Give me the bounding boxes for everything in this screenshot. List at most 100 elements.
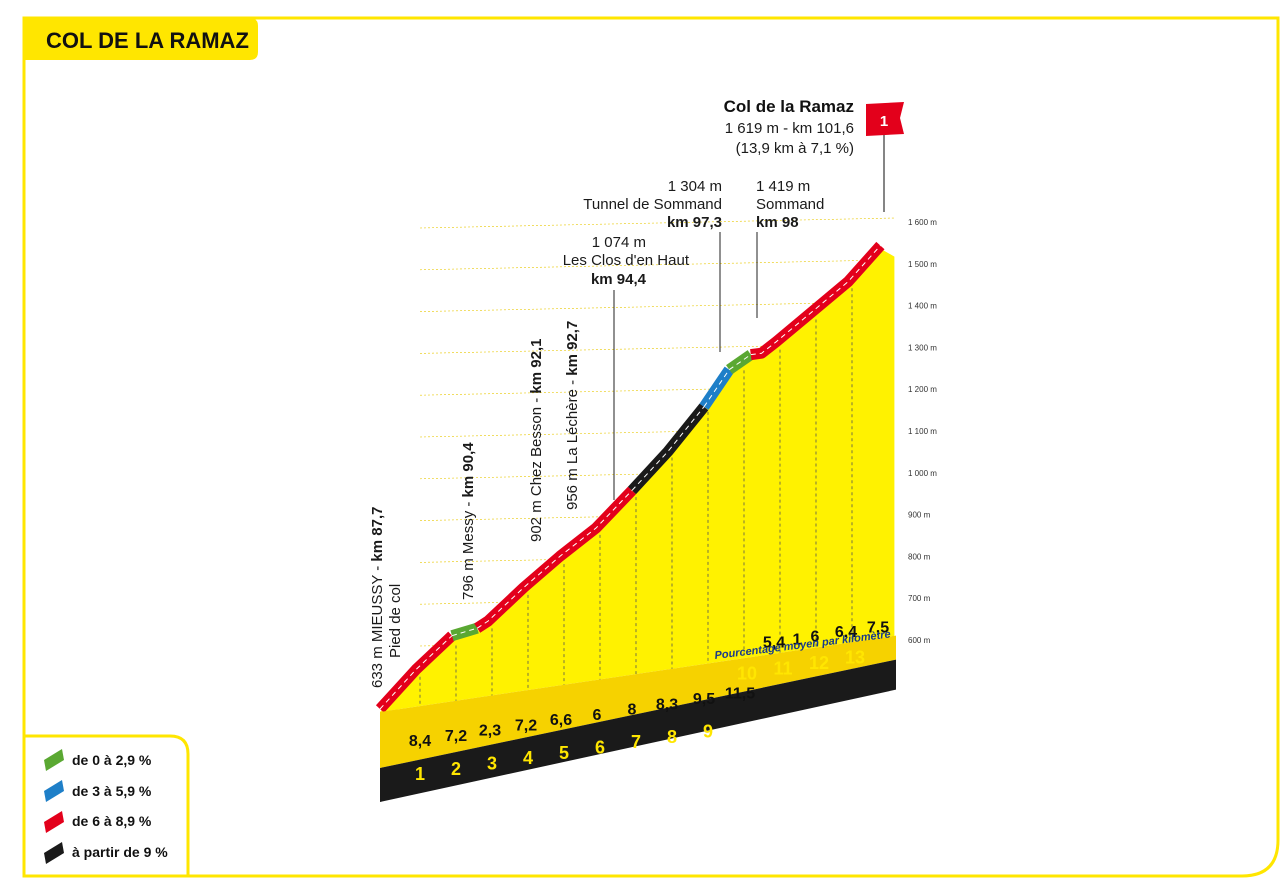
waypoint-messy: 796 m Messy - km 90,4 <box>460 442 477 600</box>
segment-grade-label: 7,2 <box>515 717 537 734</box>
green-swatch-icon <box>44 749 64 771</box>
segment-grade-label: 5,4 <box>763 635 785 652</box>
legend-item-green: de 0 à 2,9 % <box>44 749 152 771</box>
profile-layer <box>375 241 895 737</box>
grid-line-alt <box>419 301 896 312</box>
y-tick-label: 1 400 m <box>908 302 937 311</box>
waypoint-km: km 98 <box>756 214 799 231</box>
km-marker-label: 4 <box>523 748 533 768</box>
segment-grade-label: 7,2 <box>445 728 467 745</box>
y-tick-label: 1 600 m <box>908 218 937 227</box>
title-tab <box>24 18 258 60</box>
legend-item-black: à partir de 9 % <box>44 842 168 864</box>
waypoint-label: 633 m MIEUSSY - <box>369 562 386 688</box>
y-tick-label: 800 m <box>908 552 931 561</box>
y-tick-label: 600 m <box>908 636 931 645</box>
blue-swatch-icon <box>44 780 64 802</box>
legend-label: de 6 à 8,9 % <box>72 813 152 829</box>
waypoint-name: Sommand <box>756 196 824 213</box>
slope-centerline <box>631 406 705 491</box>
red-swatch-icon <box>44 811 64 833</box>
km-marker-label: 12 <box>809 653 829 673</box>
km-band <box>380 659 896 802</box>
waypoint-name: Les Clos d'en Haut <box>563 252 690 269</box>
segment-grade-label: 2,3 <box>479 723 501 740</box>
waypoint-clos: 1 074 m Les Clos d'en Haut km 94,4 <box>563 234 690 500</box>
legend-item-blue: de 3 à 5,9 % <box>44 780 152 802</box>
waypoint-la-lechere: 956 m La Léchère - km 92,7 <box>564 321 581 510</box>
waypoint-label: 956 m La Léchère - <box>564 376 581 510</box>
climb-category: 1 <box>880 113 888 130</box>
y-tick-label: 900 m <box>908 511 931 520</box>
black-swatch-icon <box>44 842 64 864</box>
summit-stats: (13,9 km à 7,1 %) <box>736 140 854 157</box>
segment-grade-label: 6 <box>593 707 602 724</box>
y-tick-label: 1 200 m <box>908 385 937 394</box>
km-marker-label: 11 <box>773 658 792 678</box>
grid-line-alt <box>419 217 896 229</box>
waypoint-altitude: 1 074 m <box>592 234 646 251</box>
waypoint-km: km 92,7 <box>564 321 581 376</box>
slope-centerline <box>703 369 730 408</box>
segment-grade-label: 6,4 <box>835 624 857 641</box>
grid-line-alt <box>419 343 896 354</box>
summit-altitude: 1 619 m - km 101,6 <box>725 120 854 137</box>
page-title: COL DE LA RAMAZ <box>46 28 249 53</box>
waypoint-altitude: 1 304 m <box>668 178 722 195</box>
waypoint-tunnel: 1 304 m Tunnel de Sommand km 97,3 <box>583 178 722 352</box>
legend-label: de 3 à 5,9 % <box>72 783 152 799</box>
km-marker-label: 6 <box>595 737 605 757</box>
legend-box <box>22 734 190 878</box>
y-axis: 600 m 700 m 800 m 900 m 1 000 m 1 100 m 1 200 … <box>908 218 937 645</box>
legend-label: de 0 à 2,9 % <box>72 752 152 768</box>
y-tick-label: 1 000 m <box>908 469 937 478</box>
segment-grade-label: 8,4 <box>409 733 431 750</box>
km-marker-label: 8 <box>667 727 677 747</box>
legend-label: à partir de 9 % <box>72 844 168 860</box>
waypoint-km: km 94,4 <box>591 271 647 288</box>
segment-grade-label: 11,5 <box>725 686 755 703</box>
waypoint-km: km 87,7 <box>369 507 386 562</box>
segment-grade-label: 1 <box>793 631 802 648</box>
km-marker-label: 3 <box>487 753 497 773</box>
slope-centerline <box>476 490 633 629</box>
red-flag-icon <box>866 102 904 136</box>
grid-line-alt <box>419 426 896 438</box>
waypoint-altitude: 1 419 m <box>756 178 810 195</box>
waypoint-sommand: 1 419 m Sommand km 98 <box>756 178 824 318</box>
km-base: 8,4 7,2 2,3 7,2 6,6 6 8 8,3 9,5 11,55,4 1 6 6,4 7,51 2… <box>380 619 896 802</box>
grade-band <box>380 635 896 768</box>
y-tick-label: 1 300 m <box>908 343 937 352</box>
waypoint-chez-besson: 902 m Chez Besson - km 92,1 <box>528 339 545 542</box>
svg-text:956 m La Léchère - km 92,7: 956 m La Léchère - km 92,7 <box>564 321 581 510</box>
km-marker-label: 7 <box>631 732 641 752</box>
km-marker-label: 10 <box>737 664 757 684</box>
slope-centerline <box>451 627 478 637</box>
waypoint-km: km 92,1 <box>528 339 545 394</box>
svg-text:796 m Messy - km 90,4: 796 m Messy - km 90,4 <box>460 442 477 600</box>
slope-segment-red <box>375 631 456 713</box>
profile-area <box>380 248 895 712</box>
card-frame <box>22 16 1280 878</box>
segment-grade-label: 9,5 <box>693 691 715 708</box>
slope-centerline <box>750 245 881 356</box>
waypoint-label: 902 m Chez Besson - <box>528 394 545 542</box>
summit-annotation: Col de la Ramaz 1 619 m - km 101,6 (13,9… <box>724 97 904 212</box>
segment-grade-label: 6 <box>811 629 820 646</box>
svg-text:633 m MIEUSSY - km 87,7: 633 m MIEUSSY - km 87,7 <box>369 507 386 688</box>
waypoint-label: 796 m Messy - <box>460 497 477 600</box>
slope-centerline <box>728 354 752 371</box>
grid-line-alt <box>419 259 896 271</box>
legend: de 0 à 2,9 % de 3 à 5,9 % de 6 à 8,9 % à… <box>22 734 190 878</box>
km-marker-label: 9 <box>703 721 713 741</box>
waypoint-km: km 90,4 <box>460 442 477 498</box>
segment-grade-label: 6,6 <box>550 712 572 729</box>
km-marker-label: 5 <box>559 743 569 763</box>
segment-grade-label: 8,3 <box>656 697 678 714</box>
km-marker-label: 1 <box>415 764 425 784</box>
km-marker-label: 2 <box>451 759 461 779</box>
waypoint-mieussy: 633 m MIEUSSY - km 87,7 Pied de col <box>369 507 404 688</box>
y-tick-label: 1 100 m <box>908 427 937 436</box>
grid-line-alt <box>419 384 896 396</box>
